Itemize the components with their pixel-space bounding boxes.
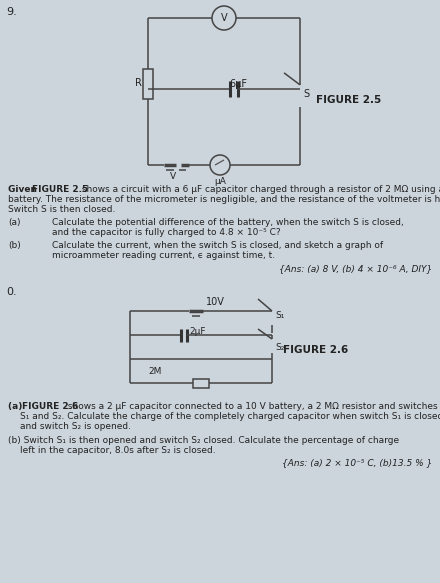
Text: R: R [135,79,142,89]
Circle shape [210,155,230,175]
Text: Switch S is then closed.: Switch S is then closed. [8,205,115,215]
Text: Calculate the current, when the switch S is closed, and sketch a graph of: Calculate the current, when the switch S… [52,241,383,250]
Text: microammeter reading current, ϵ against time, t.: microammeter reading current, ϵ against … [52,251,275,260]
Text: 10V: 10V [206,297,225,307]
Text: (a): (a) [8,217,21,227]
Text: (a): (a) [8,402,26,411]
Text: FIGURE 2.6: FIGURE 2.6 [22,402,78,411]
Text: {Ans: (a) 8 V, (b) 4 × 10⁻⁶ A, DIY}: {Ans: (a) 8 V, (b) 4 × 10⁻⁶ A, DIY} [279,265,432,273]
Text: 0.: 0. [6,287,17,297]
Text: S₁ and S₂. Calculate the charge of the completely charged capacitor when switch : S₁ and S₂. Calculate the charge of the c… [20,412,440,421]
Text: and switch S₂ is opened.: and switch S₂ is opened. [20,423,131,431]
Text: S: S [303,89,309,99]
Text: 2μF: 2μF [189,328,205,336]
Text: S₂: S₂ [275,343,284,352]
Text: FIGURE 2.5: FIGURE 2.5 [316,95,381,105]
Text: shows a circuit with a 6 μF capacitor charged through a resistor of 2 MΩ using a: shows a circuit with a 6 μF capacitor ch… [79,185,440,194]
Text: (b) Switch S₁ is then opened and switch S₂ closed. Calculate the percentage of c: (b) Switch S₁ is then opened and switch … [8,436,399,445]
Text: μA: μA [214,177,226,186]
Text: Calculate the potential difference of the battery, when the switch S is closed,: Calculate the potential difference of th… [52,217,404,227]
Text: 2M: 2M [148,367,161,376]
Text: {Ans: (a) 2 × 10⁻⁵ C, (b)13.5 % }: {Ans: (a) 2 × 10⁻⁵ C, (b)13.5 % } [282,458,432,467]
Text: (b): (b) [8,241,21,250]
Text: 6μF: 6μF [229,79,247,89]
Text: left in the capacitor, 8.0s after S₂ is closed.: left in the capacitor, 8.0s after S₂ is … [20,446,216,455]
Text: 9.: 9. [6,7,17,17]
Text: V: V [170,172,176,181]
Circle shape [212,6,236,30]
Bar [193,378,209,388]
Text: FIGURE 2.5: FIGURE 2.5 [32,185,88,194]
Text: S₁: S₁ [275,311,284,320]
Text: FIGURE 2.6: FIGURE 2.6 [283,345,348,355]
Bar [143,68,153,99]
Text: and the capacitor is fully charged to 4.8 × 10⁻⁵ C?: and the capacitor is fully charged to 4.… [52,228,281,237]
Text: shows a 2 μF capacitor connected to a 10 V battery, a 2 MΩ resistor and switches: shows a 2 μF capacitor connected to a 10… [65,402,438,411]
Text: V: V [221,13,227,23]
Text: battery. The resistance of the micrometer is negligible, and the resistance of t: battery. The resistance of the micromete… [8,195,440,204]
Text: Given: Given [8,185,40,194]
